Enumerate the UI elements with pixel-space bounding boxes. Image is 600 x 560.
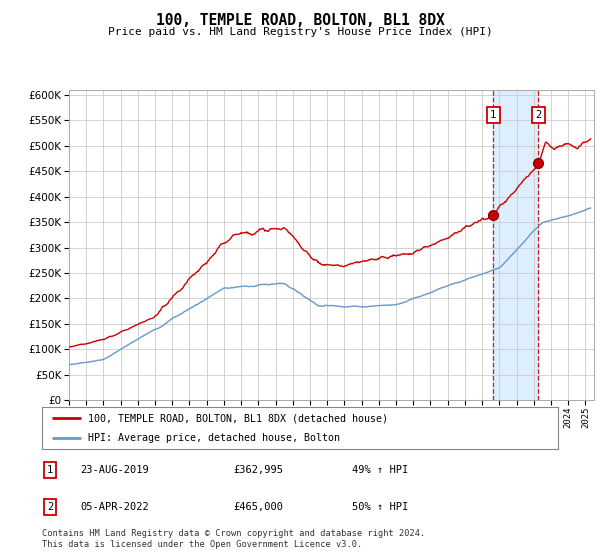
Text: 49% ↑ HPI: 49% ↑ HPI (352, 465, 408, 475)
Text: 2: 2 (535, 110, 542, 120)
Text: 23-AUG-2019: 23-AUG-2019 (80, 465, 149, 475)
Text: Price paid vs. HM Land Registry's House Price Index (HPI): Price paid vs. HM Land Registry's House … (107, 27, 493, 38)
Text: 1: 1 (47, 465, 53, 475)
Text: HPI: Average price, detached house, Bolton: HPI: Average price, detached house, Bolt… (88, 433, 340, 443)
Text: 50% ↑ HPI: 50% ↑ HPI (352, 502, 408, 512)
Bar (493, 90, 538, 400)
Text: Contains HM Land Registry data © Crown copyright and database right 2024.
This d: Contains HM Land Registry data © Crown c… (42, 529, 425, 549)
Text: 1: 1 (490, 110, 496, 120)
Text: 100, TEMPLE ROAD, BOLTON, BL1 8DX (detached house): 100, TEMPLE ROAD, BOLTON, BL1 8DX (detac… (88, 413, 388, 423)
Text: 2: 2 (47, 502, 53, 512)
Text: 100, TEMPLE ROAD, BOLTON, BL1 8DX: 100, TEMPLE ROAD, BOLTON, BL1 8DX (155, 13, 445, 28)
Text: 05-APR-2022: 05-APR-2022 (80, 502, 149, 512)
Text: £362,995: £362,995 (233, 465, 283, 475)
Text: £465,000: £465,000 (233, 502, 283, 512)
